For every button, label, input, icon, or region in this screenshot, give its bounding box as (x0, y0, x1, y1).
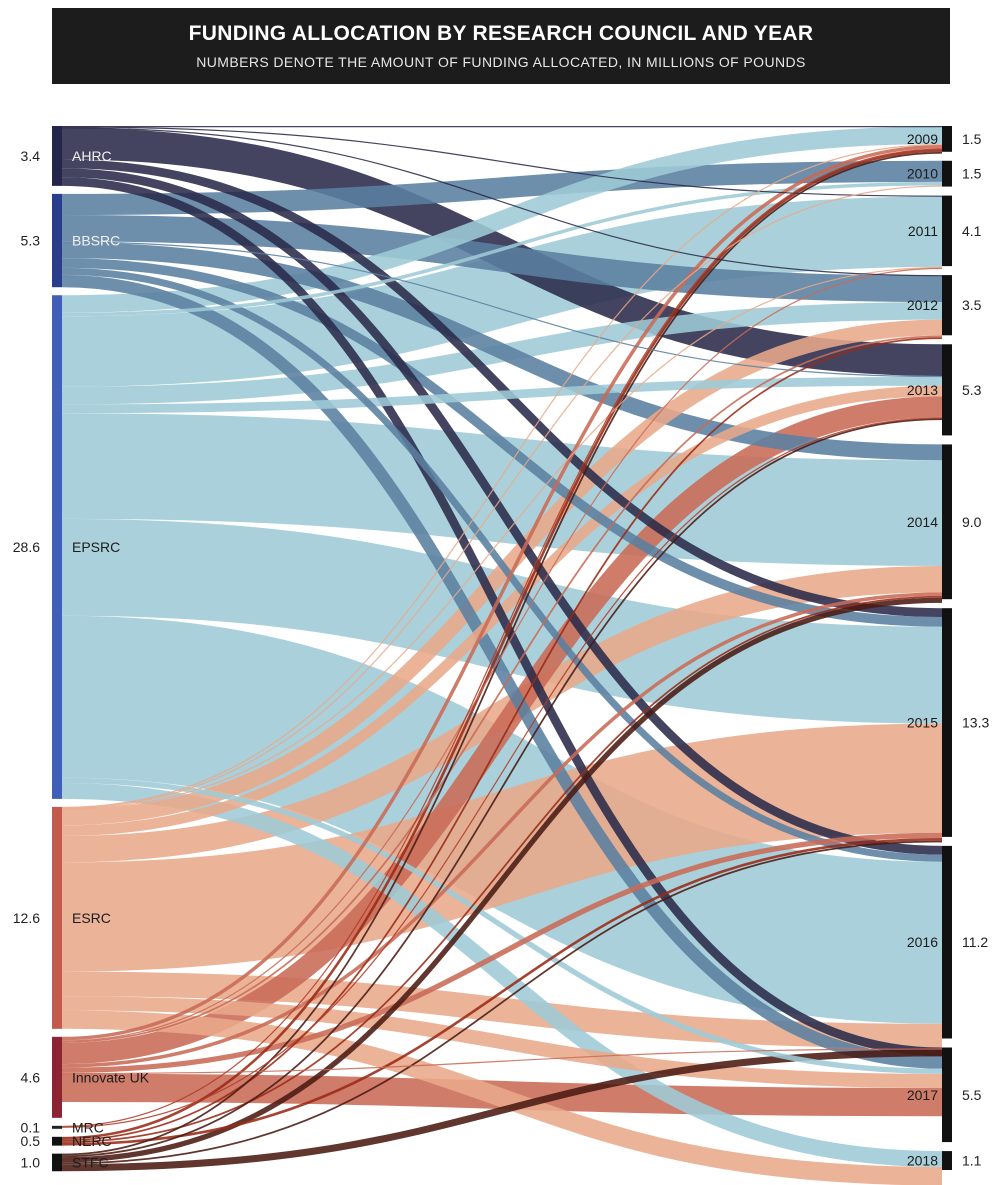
target-label-2016: 2016 (907, 934, 938, 950)
target-bar-2010 (942, 161, 952, 187)
source-bar-bbsrc (52, 194, 62, 287)
target-value-2015: 13.3 (962, 715, 989, 731)
target-label-2017: 2017 (907, 1087, 938, 1103)
source-bar-stfc (52, 1154, 62, 1172)
target-value-2011: 4.1 (962, 223, 982, 239)
target-bar-2017 (942, 1048, 952, 1143)
source-value-stfc: 1.0 (21, 1154, 41, 1170)
target-label-2010: 2010 (907, 166, 938, 182)
target-value-2012: 3.5 (962, 297, 982, 313)
source-bar-nerc (52, 1137, 62, 1146)
target-value-2014: 9.0 (962, 514, 982, 530)
source-bar-esrc (52, 807, 62, 1029)
source-bar-mrc (52, 1126, 62, 1129)
source-value-esrc: 12.6 (13, 910, 40, 926)
source-value-nerc: 0.5 (21, 1133, 41, 1149)
source-value-bbsrc: 5.3 (21, 233, 41, 249)
target-bar-2009 (942, 126, 952, 152)
target-bar-2012 (942, 275, 952, 335)
source-label-epsrc: EPSRC (72, 539, 120, 555)
target-label-2014: 2014 (907, 514, 938, 530)
source-bar-innovate-uk (52, 1037, 62, 1118)
source-label-stfc: STFC (72, 1154, 109, 1170)
source-bar-ahrc (52, 126, 62, 186)
target-bar-2015 (942, 608, 952, 837)
source-value-epsrc: 28.6 (13, 539, 40, 555)
source-value-ahrc: 3.4 (21, 148, 41, 164)
source-value-innovate-uk: 4.6 (21, 1069, 41, 1085)
target-value-2010: 1.5 (962, 166, 982, 182)
target-value-2017: 5.5 (962, 1087, 982, 1103)
target-label-2011: 2011 (908, 223, 938, 239)
source-label-bbsrc: BBSRC (72, 233, 120, 249)
target-label-2009: 2009 (907, 131, 938, 147)
source-label-nerc: NERC (72, 1133, 112, 1149)
target-bar-2018 (942, 1151, 952, 1170)
target-label-2012: 2012 (907, 297, 938, 313)
target-value-2009: 1.5 (962, 131, 982, 147)
source-label-esrc: ESRC (72, 910, 111, 926)
target-label-2013: 2013 (907, 382, 938, 398)
target-value-2013: 5.3 (962, 382, 982, 398)
target-bar-2014 (942, 444, 952, 599)
flow-layer (62, 127, 942, 1177)
source-label-innovate-uk: Innovate UK (72, 1069, 150, 1085)
target-value-2016: 11.2 (962, 934, 988, 950)
target-value-2018: 1.1 (962, 1153, 982, 1169)
target-bar-2011 (942, 196, 952, 267)
target-bar-2013 (942, 344, 952, 435)
source-bar-epsrc (52, 295, 62, 799)
target-label-2015: 2015 (907, 715, 938, 731)
target-label-2018: 2018 (907, 1153, 938, 1169)
target-bar-2016 (942, 846, 952, 1039)
source-label-ahrc: AHRC (72, 148, 112, 164)
